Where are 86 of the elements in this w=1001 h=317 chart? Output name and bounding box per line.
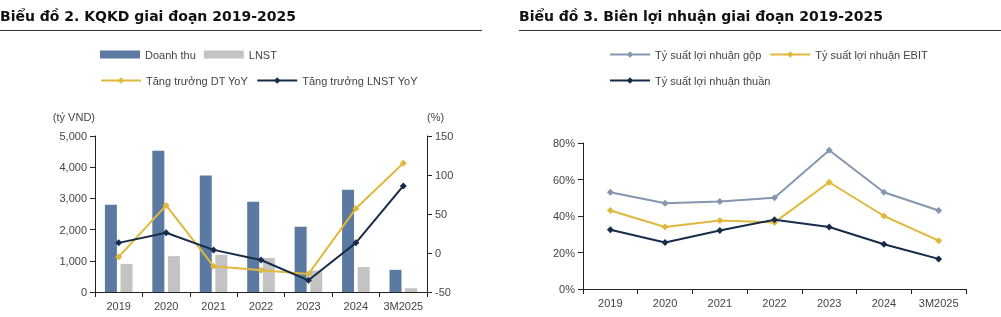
point (661, 238, 669, 246)
y-tick-label: 0% (559, 283, 576, 295)
point (606, 226, 614, 234)
point (716, 197, 724, 205)
point (210, 246, 218, 254)
bar (120, 263, 133, 292)
legend-label: Tăng trưởng LNST YoY (302, 74, 419, 87)
x-tick-label: 2023 (296, 299, 321, 312)
x-tick-label: 2019 (106, 299, 131, 312)
y-axis-title: (tỷ VND) (52, 110, 95, 123)
point (606, 188, 614, 196)
x-tick-label: 2019 (598, 296, 623, 309)
point (935, 255, 943, 263)
point (304, 276, 312, 284)
legend-label: Tỷ suất lợi nhuận thuần (655, 74, 771, 87)
chart-title: Biểu đồ 2. KQKD giai đoạn 2019-2025 (0, 8, 482, 31)
y-tick-label: 4,000 (59, 161, 87, 174)
legend-label: Tỷ suất lợi nhuận EBIT (815, 48, 928, 61)
point (825, 178, 833, 186)
y-tick-label: 2,000 (59, 223, 87, 236)
point (771, 194, 778, 202)
point (257, 266, 265, 274)
x-tick-label: 2022 (248, 299, 274, 312)
bar (342, 189, 355, 292)
x-tick-label: 2024 (871, 296, 897, 309)
x-tick-label: 3M2025 (383, 299, 424, 312)
x-tick-label: 2021 (201, 299, 226, 312)
bar (357, 267, 370, 292)
x-tick-label: 2020 (652, 296, 678, 309)
y2-tick-label: 150 (435, 130, 454, 142)
point (606, 207, 614, 215)
y-tick-label: 5,000 (59, 130, 87, 142)
y2-axis-title: (%) (427, 110, 445, 123)
chart-title: Biểu đồ 3. Biên lợi nhuận giai đoạn 2019-2025 (519, 8, 1001, 31)
point (935, 237, 943, 245)
point (162, 229, 170, 237)
point (352, 205, 360, 213)
x-tick-label: 2024 (343, 299, 369, 312)
bar (104, 204, 117, 292)
point (825, 146, 833, 154)
x-tick-label: 2022 (762, 296, 787, 309)
point (115, 253, 123, 261)
y2-tick-label: 50 (435, 208, 448, 220)
point (399, 182, 407, 190)
point (115, 239, 123, 247)
point (210, 262, 218, 270)
bar (199, 175, 212, 292)
y2-tick-label: 100 (435, 169, 454, 181)
bar (167, 256, 180, 292)
point (304, 270, 312, 278)
point (162, 201, 170, 209)
point (352, 239, 360, 247)
legend-label: Tăng trưởng DT YoY (146, 74, 249, 87)
point (935, 207, 943, 215)
bar (294, 226, 307, 292)
bar (215, 254, 228, 292)
point (399, 159, 407, 167)
point (880, 188, 888, 196)
y-tick-label: 40% (552, 210, 576, 222)
y-tick-label: 1,000 (59, 254, 87, 267)
y-tick-label: 3,000 (59, 192, 87, 205)
point (661, 223, 669, 231)
point (880, 212, 888, 220)
point (716, 227, 724, 235)
y-tick-label: 60% (552, 173, 576, 186)
bar (389, 269, 402, 292)
point (825, 223, 833, 231)
legend-label: LNST (248, 48, 278, 61)
y2-tick-label: -50 (435, 286, 451, 298)
bar (152, 150, 165, 292)
point (257, 256, 265, 264)
x-tick-label: 2020 (153, 299, 179, 312)
bar (405, 288, 418, 292)
legend-label: Tỷ suất lợi nhuận gộp (655, 48, 762, 61)
x-tick-label: 2023 (816, 296, 842, 309)
y-tick-label: 80% (552, 137, 576, 149)
bar (247, 201, 260, 292)
x-tick-label: 2021 (707, 296, 733, 309)
y-tick-label: 0 (80, 286, 87, 298)
point (716, 217, 724, 225)
y-tick-label: 20% (552, 246, 576, 259)
legend-label: Doanh thu (145, 48, 196, 61)
y2-tick-label: 0 (435, 247, 442, 259)
x-tick-label: 3M2025 (918, 296, 959, 309)
point (880, 240, 888, 248)
point (661, 199, 669, 207)
